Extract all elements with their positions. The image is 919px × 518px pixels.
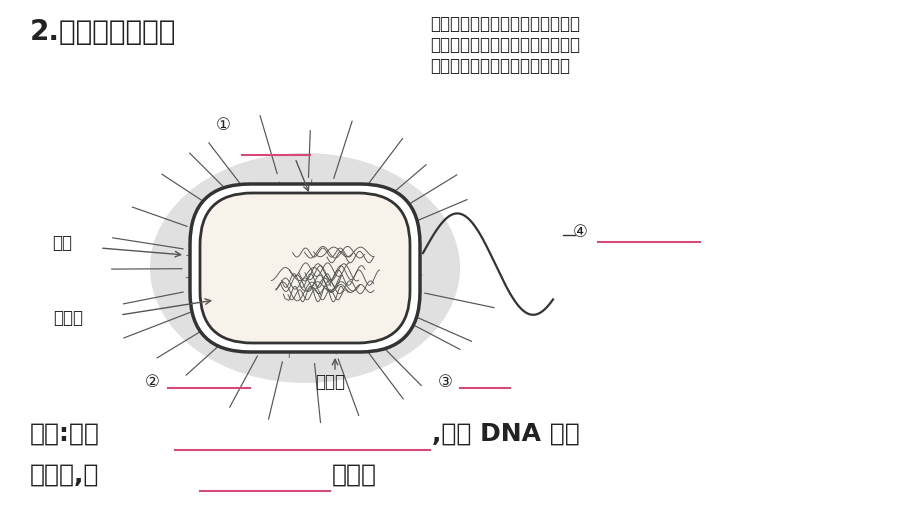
Text: 生物。: 生物。 bbox=[332, 463, 377, 487]
Text: ②: ② bbox=[144, 373, 159, 391]
Text: 鞭毛和荚膜是特殊结构，有的细菌
有，有的细菌没有。鞭毛有助于细
菌游动，荚膜对细菌有保护作用: 鞭毛和荚膜是特殊结构，有的细菌 有，有的细菌没有。鞭毛有助于细 菌游动，荚膜对细… bbox=[429, 15, 579, 75]
FancyBboxPatch shape bbox=[190, 184, 420, 352]
Text: 菌毛: 菌毛 bbox=[52, 234, 72, 252]
Text: 细胞质: 细胞质 bbox=[53, 309, 83, 327]
Text: 2.细菌的基本结构: 2.细菌的基本结构 bbox=[30, 18, 176, 46]
Text: 特点:没有: 特点:没有 bbox=[30, 422, 100, 446]
Text: ③: ③ bbox=[437, 373, 452, 391]
Text: ,只有 DNA 集中: ,只有 DNA 集中 bbox=[432, 422, 579, 446]
Text: ④: ④ bbox=[572, 223, 587, 241]
Text: 细胞壁: 细胞壁 bbox=[314, 373, 345, 391]
Text: 的区域,是: 的区域,是 bbox=[30, 463, 99, 487]
FancyBboxPatch shape bbox=[199, 193, 410, 343]
Text: ①: ① bbox=[215, 116, 230, 134]
Ellipse shape bbox=[150, 153, 460, 383]
